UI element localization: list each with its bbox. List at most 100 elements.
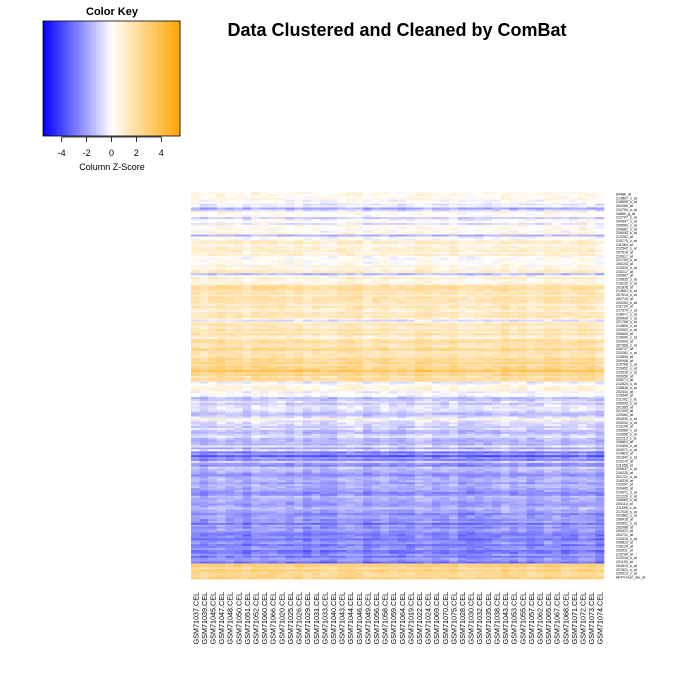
heatmap-cell	[251, 325, 261, 328]
heatmap-cell	[595, 306, 605, 309]
heatmap-cell	[388, 263, 398, 266]
heatmap-cell	[474, 236, 484, 239]
heatmap-cell	[328, 199, 338, 203]
heatmap-cell	[535, 277, 545, 280]
heatmap-cell	[431, 327, 441, 330]
heatmap-cell	[320, 269, 330, 272]
heatmap-cell	[285, 352, 295, 355]
heatmap-cell	[311, 286, 321, 290]
heatmap-cell	[320, 304, 330, 307]
heatmap-cell	[595, 251, 605, 255]
heatmap-cell	[277, 192, 286, 195]
heatmap-cell	[311, 294, 321, 297]
heatmap-cell	[569, 346, 579, 350]
heatmap-cell	[578, 344, 588, 348]
heatmap-cell	[311, 211, 321, 214]
heatmap-cell	[234, 226, 243, 230]
heatmap-cell	[242, 242, 252, 245]
heatmap-cell	[595, 329, 605, 332]
heatmap-cell	[431, 253, 441, 257]
heatmap-cell	[414, 255, 424, 259]
heatmap-cell	[414, 240, 424, 243]
color-key-bin	[148, 21, 153, 136]
heatmap-cell	[457, 226, 467, 230]
heatmap-cell	[285, 221, 295, 224]
heatmap-cell	[337, 246, 347, 249]
heatmap-cell	[586, 358, 596, 361]
heatmap-cell	[543, 306, 553, 309]
heatmap-cell	[320, 352, 330, 355]
heatmap-cell	[500, 257, 510, 261]
heatmap-cell	[560, 192, 570, 195]
heatmap-cell	[216, 370, 226, 373]
heatmap-cell	[406, 273, 416, 276]
heatmap-cell	[406, 269, 416, 272]
heatmap-cell	[543, 368, 553, 371]
heatmap-cell	[543, 350, 553, 353]
heatmap-cell	[242, 203, 252, 206]
heatmap-cell	[578, 292, 588, 295]
heatmap-cell	[337, 389, 347, 392]
heatmap-cell	[242, 217, 252, 220]
heatmap-cell	[552, 205, 562, 208]
heatmap-cell	[294, 300, 304, 303]
heatmap-cell	[285, 368, 295, 371]
heatmap-cell	[259, 209, 269, 212]
heatmap-cell	[492, 319, 502, 322]
heatmap-cell	[225, 375, 235, 379]
heatmap-cell	[586, 281, 596, 284]
heatmap-cell	[440, 244, 450, 247]
heatmap-cell	[259, 354, 269, 357]
heatmap-cell	[457, 342, 467, 346]
heatmap-cell	[337, 205, 347, 208]
heatmap-cell	[492, 199, 502, 203]
heatmap-cell	[251, 383, 261, 386]
heatmap-cell	[500, 350, 510, 353]
heatmap-cell	[595, 215, 605, 218]
heatmap-cell	[492, 325, 502, 328]
heatmap-cell	[259, 226, 269, 230]
heatmap-cell	[320, 215, 330, 218]
heatmap-cell	[251, 339, 261, 342]
heatmap-cell	[440, 195, 450, 199]
heatmap-cell	[277, 313, 286, 317]
heatmap-cell	[320, 342, 330, 346]
heatmap-cell	[320, 263, 330, 266]
heatmap-cell	[431, 284, 441, 288]
heatmap-cell	[311, 325, 321, 328]
heatmap-cell	[225, 277, 235, 280]
heatmap-cell	[225, 269, 235, 272]
heatmap-cell	[320, 321, 330, 324]
heatmap-cell	[586, 257, 596, 261]
heatmap-cell	[251, 342, 261, 346]
heatmap-cell	[268, 364, 278, 367]
heatmap-cell	[431, 230, 441, 233]
heatmap-cell	[543, 325, 553, 328]
heatmap-cell	[449, 238, 459, 241]
heatmap-cell	[569, 310, 579, 313]
heatmap-cell	[191, 230, 200, 233]
heatmap-cell	[337, 346, 347, 350]
heatmap-cell	[225, 298, 235, 301]
heatmap-cell	[354, 199, 364, 203]
heatmap-cell	[406, 319, 416, 322]
heatmap-cell	[380, 244, 390, 247]
heatmap-cell	[328, 290, 338, 293]
heatmap-cell	[208, 325, 218, 328]
heatmap-cell	[208, 319, 218, 322]
heatmap-cell	[242, 246, 252, 249]
heatmap-cell	[449, 306, 459, 309]
heatmap-cell	[208, 306, 218, 309]
heatmap-cell	[500, 358, 510, 361]
heatmap-cell	[560, 292, 570, 295]
heatmap-cell	[500, 197, 510, 201]
heatmap-cell	[406, 213, 416, 216]
heatmap-cell	[449, 373, 459, 377]
heatmap-cell	[363, 281, 373, 284]
heatmap-cell	[517, 230, 527, 233]
heatmap-cell	[483, 311, 493, 315]
heatmap-cell	[371, 364, 381, 367]
heatmap-cell	[397, 335, 407, 338]
heatmap-cell	[466, 315, 476, 319]
heatmap-cell	[225, 383, 235, 386]
